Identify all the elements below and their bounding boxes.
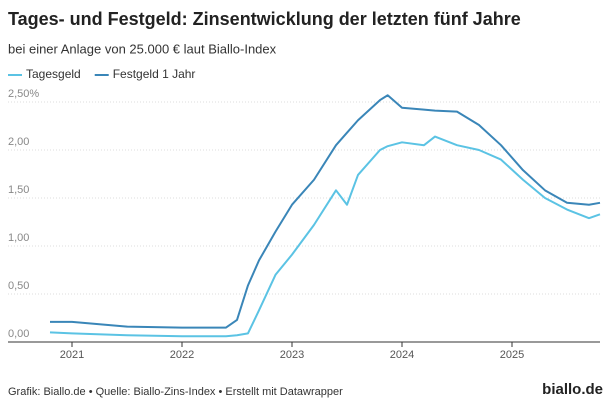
chart-subtitle: bei einer Anlage von 25.000 € laut Biall… <box>8 41 277 56</box>
x-tick-label: 2024 <box>390 349 414 361</box>
legend-label: Festgeld 1 Jahr <box>113 67 196 81</box>
y-tick-label: 1,50 <box>8 184 29 196</box>
x-tick-label: 2025 <box>500 349 524 361</box>
y-tick-label: 0,50 <box>8 280 29 292</box>
series-line <box>49 135 601 338</box>
y-tick-label: 0,00 <box>8 328 29 340</box>
chart-title: Tages- und Festgeld: Zinsentwicklung der… <box>8 9 521 29</box>
source: Grafik: Biallo.de • Quelle: Biallo-Zins-… <box>8 386 343 398</box>
y-tick-label: 2,50% <box>8 88 39 100</box>
x-tick-label: 2023 <box>280 349 304 361</box>
logo: biallo.de <box>542 381 603 398</box>
x-tick-label: 2021 <box>60 349 84 361</box>
series-line <box>50 94 601 329</box>
x-tick-label: 2022 <box>170 349 194 361</box>
y-tick-label: 2,00 <box>8 136 29 148</box>
legend-label: Tagesgeld <box>26 67 81 81</box>
y-tick-label: 1,00 <box>8 232 29 244</box>
